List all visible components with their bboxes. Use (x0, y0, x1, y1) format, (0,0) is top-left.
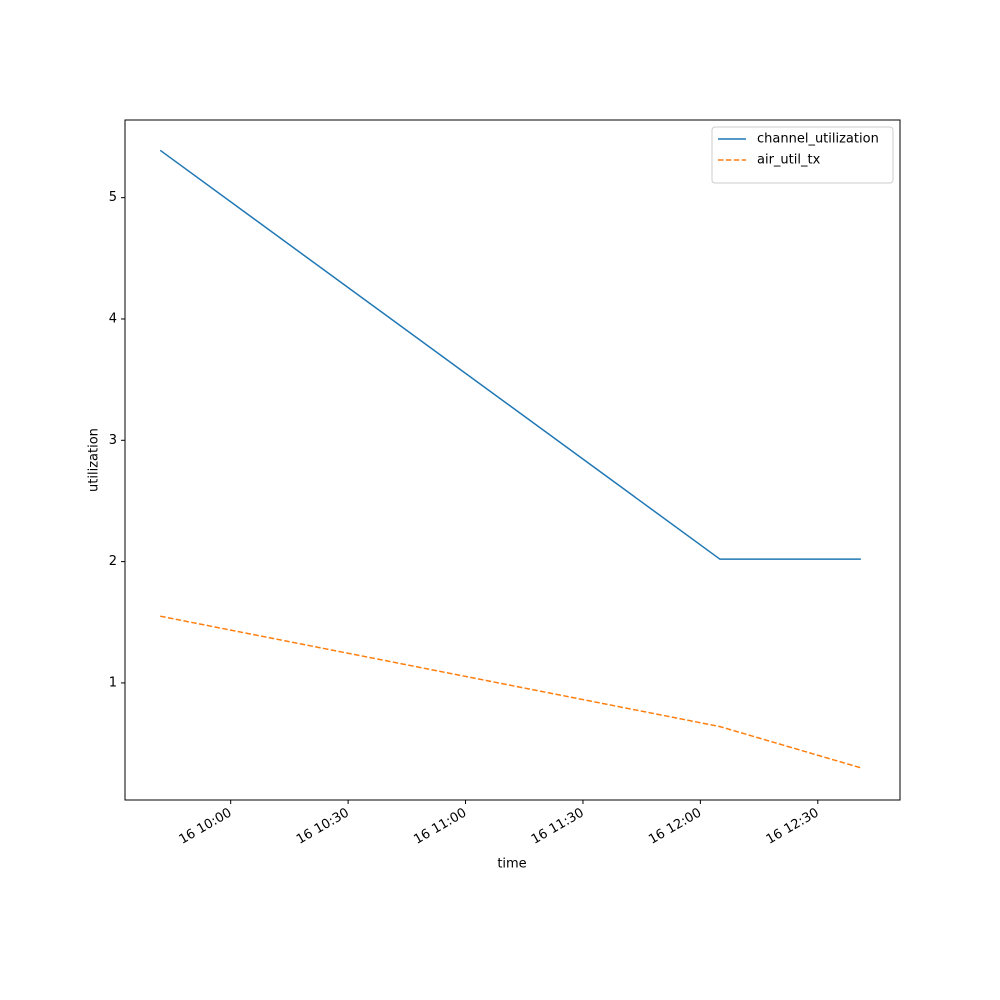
y-tick-label: 5 (109, 190, 117, 205)
y-tick-label: 1 (109, 675, 117, 690)
x-axis-label: time (497, 857, 526, 872)
y-tick-label: 3 (109, 433, 117, 448)
y-tick-label: 2 (109, 554, 117, 569)
legend-label: channel_utilization (757, 132, 879, 147)
legend-frame (711, 126, 894, 184)
series-line (159, 149, 861, 560)
legend: channel_utilization air_util_tx (711, 126, 894, 184)
legend-label: air_util_tx (757, 153, 821, 168)
plot-frame (124, 119, 901, 801)
series-line (160, 615, 862, 769)
y-axis-label: utilization (87, 428, 102, 492)
y-tick-label: 4 (109, 311, 117, 326)
